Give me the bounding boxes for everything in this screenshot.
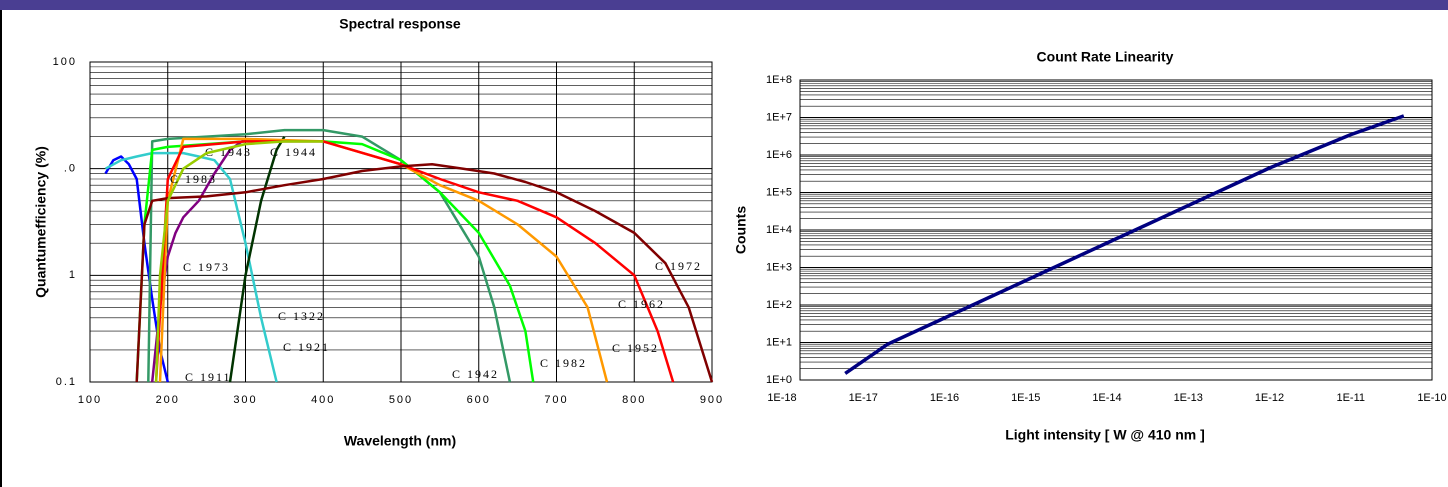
x-tick-label: 700: [544, 394, 568, 406]
series-label: C 1943: [205, 145, 252, 159]
x-axis-label: Wavelength (nm): [344, 433, 456, 449]
chart-title: Count Rate Linearity: [1037, 49, 1174, 65]
x-tick-label: 600: [467, 394, 491, 406]
series-line: [228, 135, 286, 383]
chart-title: Spectral response: [339, 16, 461, 32]
x-tick-label: 1E-15: [1011, 392, 1040, 404]
series-line: [154, 140, 675, 383]
series-line: [158, 137, 609, 383]
x-tick-label: 1E-18: [767, 392, 796, 404]
x-tick-label: 1E-16: [930, 392, 959, 404]
series-line: [844, 114, 1405, 375]
y-tick-label: 1E+0: [766, 374, 792, 386]
series-label: C 1982: [540, 356, 587, 370]
series-label: C 1921: [283, 340, 330, 354]
x-tick-label: 1E-10: [1417, 392, 1446, 404]
y-tick-label: 1: [69, 269, 77, 281]
x-axis-label: Light intensity [ W @ 410 nm ]: [1005, 427, 1205, 443]
chart: Spectral response Wavelength (nm) Quantume…: [33, 16, 724, 449]
x-tick-label: 1E-11: [1336, 392, 1365, 404]
x-tick-label: 100: [78, 394, 102, 406]
series-label: C 1972: [655, 259, 702, 273]
x-tick-label: 900: [700, 394, 724, 406]
y-tick-label: 1E+1: [766, 336, 792, 348]
y-axis-label: Counts: [733, 206, 749, 254]
y-tick-label: 1E+2: [766, 299, 792, 311]
series-label: C 1911: [185, 370, 232, 384]
y-tick-label: 1E+8: [766, 74, 792, 86]
y-tick-label: 1E+3: [766, 261, 792, 273]
y-tick-label: .0: [64, 163, 77, 175]
x-tick-label: 200: [156, 394, 180, 406]
series-label: C 1944: [270, 145, 317, 159]
header-bar: [0, 0, 1448, 10]
series-line: [154, 140, 324, 383]
x-tick-label: 300: [233, 394, 257, 406]
annotation: C 1322: [278, 309, 325, 323]
annotation: C 1973: [183, 260, 230, 274]
chart: Count Rate Linearity Light intensity [ W …: [733, 49, 1447, 443]
x-tick-label: 1E-17: [849, 392, 878, 404]
series-label: C 1983: [170, 172, 217, 186]
series-label: C 1942: [452, 367, 499, 381]
plot-frame: [799, 79, 1433, 381]
y-tick-label: 1E+6: [766, 149, 792, 161]
y-axis-label: Quantumefficiency (%): [33, 146, 49, 298]
plot-frame: [89, 61, 713, 383]
y-tick-label: 1E+4: [766, 224, 792, 236]
y-tick-label: 0.1: [56, 376, 77, 388]
series-label: C 1962: [618, 297, 665, 311]
series-line: [104, 151, 278, 383]
y-tick-label: 100: [53, 56, 77, 68]
y-tick-label: 1E+5: [766, 186, 792, 198]
x-tick-label: 1E-14: [1092, 392, 1121, 404]
series-line: [147, 128, 512, 383]
x-tick-label: 1E-13: [1174, 392, 1203, 404]
series-line: [135, 140, 535, 383]
x-tick-label: 400: [311, 394, 335, 406]
x-tick-label: 800: [622, 394, 646, 406]
y-tick-label: 1E+7: [766, 111, 792, 123]
series-line: [135, 163, 714, 383]
x-tick-label: 1E-12: [1255, 392, 1284, 404]
x-tick-label: 500: [389, 394, 413, 406]
series-label: C 1952: [612, 341, 659, 355]
